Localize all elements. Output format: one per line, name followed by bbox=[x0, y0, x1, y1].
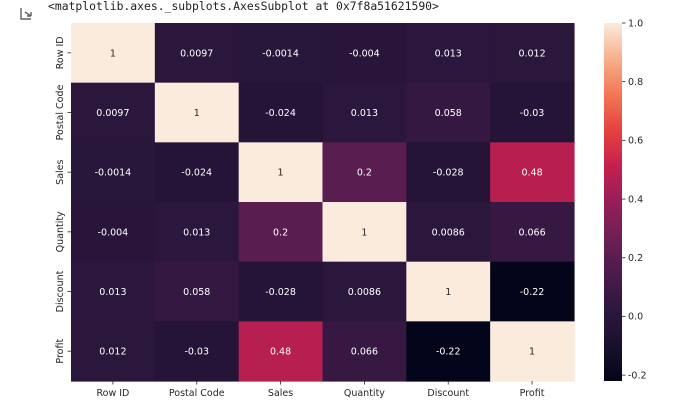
heatmap-cell bbox=[406, 142, 491, 203]
cell-annotation: 0.2 bbox=[357, 168, 372, 179]
cell-annotation: -0.004 bbox=[349, 48, 380, 59]
heatmap-cell bbox=[71, 202, 156, 263]
x-tick-label: Discount bbox=[427, 388, 469, 399]
cell-annotation: 0.013 bbox=[351, 108, 378, 119]
heatmap-cell bbox=[406, 321, 491, 382]
heatmap-cell bbox=[406, 23, 491, 84]
cell-annotation: 1 bbox=[194, 108, 200, 119]
heatmap-cell bbox=[322, 202, 407, 263]
heatmap-cell bbox=[154, 142, 240, 203]
colorbar-tick-label: 0.0 bbox=[628, 312, 643, 323]
cell-annotation: 0.0097 bbox=[180, 48, 213, 59]
colorbar-tick-label: 0.8 bbox=[628, 77, 643, 88]
cell-annotation: 0.012 bbox=[518, 48, 545, 59]
heatmap-cell bbox=[238, 321, 324, 382]
colorbar-tick-label: -0.2 bbox=[628, 370, 647, 381]
heatmap-cell bbox=[322, 261, 407, 322]
cell-annotation: -0.028 bbox=[433, 168, 464, 179]
colorbar-tick-label: 1.0 bbox=[628, 18, 643, 29]
heatmap-cell bbox=[490, 321, 575, 382]
cell-annotation: -0.0014 bbox=[95, 168, 132, 179]
cell-annotation: -0.024 bbox=[181, 168, 212, 179]
heatmap-cell bbox=[154, 261, 240, 322]
cell-annotation: 0.012 bbox=[99, 347, 126, 358]
heatmap-cell bbox=[71, 23, 156, 84]
cell-annotation: -0.0014 bbox=[262, 48, 299, 59]
cell-annotation: 0.0086 bbox=[432, 227, 465, 238]
heatmap-cell bbox=[154, 23, 240, 84]
y-tick-label: Quantity bbox=[55, 211, 66, 252]
heatmap-cell bbox=[154, 321, 240, 382]
colorbar-tick-label: 0.6 bbox=[628, 136, 643, 147]
heatmap-cell bbox=[238, 142, 324, 203]
cell-annotation: -0.028 bbox=[265, 287, 296, 298]
cell-annotation: -0.22 bbox=[520, 287, 545, 298]
cell-annotation: -0.004 bbox=[98, 227, 129, 238]
heatmap-cell bbox=[490, 202, 575, 263]
heatmap-cell bbox=[71, 261, 156, 322]
heatmap-cell bbox=[406, 261, 491, 322]
cell-annotation: 0.013 bbox=[183, 227, 210, 238]
heatmap-cell bbox=[490, 261, 575, 322]
cell-annotation: 0.0097 bbox=[96, 108, 129, 119]
heatmap-cell bbox=[322, 321, 407, 382]
cell-annotation: -0.03 bbox=[520, 108, 545, 119]
cell-annotation: 0.013 bbox=[435, 48, 462, 59]
cell-annotation: 1 bbox=[278, 168, 284, 179]
heatmap-cell bbox=[490, 82, 575, 143]
x-tick-label: Quantity bbox=[344, 388, 385, 399]
colorbar bbox=[604, 23, 622, 381]
cell-annotation: 0.48 bbox=[270, 347, 291, 358]
heatmap-cell bbox=[71, 142, 156, 203]
colorbar-tick-label: 0.4 bbox=[628, 194, 643, 205]
cell-annotation: 0.013 bbox=[99, 287, 126, 298]
output-arrow-icon bbox=[20, 8, 32, 20]
cell-annotation: 0.48 bbox=[521, 168, 542, 179]
cell-annotation: 0.058 bbox=[183, 287, 210, 298]
x-tick-label: Postal Code bbox=[169, 388, 225, 399]
x-tick-label: Row ID bbox=[96, 388, 129, 399]
cell-annotation: 1 bbox=[529, 347, 535, 358]
cell-annotation: -0.22 bbox=[436, 347, 461, 358]
colorbar-tick-label: 0.2 bbox=[628, 253, 643, 264]
output-repr-text: <matplotlib.axes._subplots.AxesSubplot a… bbox=[48, 0, 439, 13]
y-tick-label: Row ID bbox=[55, 36, 66, 69]
heatmap-cell bbox=[238, 82, 324, 143]
cell-annotation: 1 bbox=[110, 48, 116, 59]
cell-annotation: 0.066 bbox=[351, 347, 378, 358]
heatmap-cell bbox=[238, 261, 324, 322]
heatmap-cell bbox=[154, 202, 240, 263]
heatmap-cell bbox=[406, 202, 491, 263]
heatmap-cell bbox=[490, 23, 575, 84]
heatmap-cell bbox=[406, 82, 491, 143]
y-tick-label: Profit bbox=[55, 339, 66, 364]
cell-annotation: 0.0086 bbox=[348, 287, 381, 298]
y-tick-label: Postal Code bbox=[55, 85, 66, 141]
x-tick-label: Sales bbox=[268, 388, 293, 399]
y-tick-label: Sales bbox=[55, 159, 66, 184]
cell-annotation: 1 bbox=[361, 227, 367, 238]
heatmap-cell bbox=[154, 82, 240, 143]
cell-annotation: 1 bbox=[445, 287, 451, 298]
y-tick-label: Discount bbox=[55, 270, 66, 312]
x-tick-label: Profit bbox=[520, 388, 545, 399]
cell-annotation: 0.066 bbox=[518, 227, 545, 238]
heatmap-cell bbox=[71, 82, 156, 143]
heatmap-cell bbox=[322, 82, 407, 143]
heatmap-cell bbox=[322, 23, 407, 84]
heatmap-cell bbox=[238, 23, 324, 84]
heatmap-cell bbox=[322, 142, 407, 203]
cell-annotation: -0.024 bbox=[265, 108, 296, 119]
cell-annotation: 0.058 bbox=[435, 108, 462, 119]
heatmap-cell bbox=[490, 142, 575, 203]
heatmap-cell bbox=[238, 202, 324, 263]
cell-annotation: -0.03 bbox=[184, 347, 209, 358]
cell-annotation: 0.2 bbox=[273, 227, 288, 238]
heatmap-cell bbox=[71, 321, 156, 382]
